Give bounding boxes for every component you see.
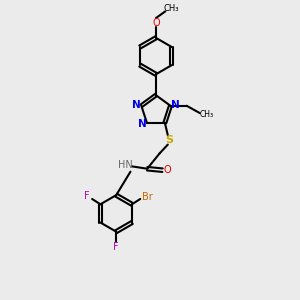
Text: F: F: [113, 242, 119, 252]
Text: S: S: [165, 135, 173, 145]
Text: CH₃: CH₃: [164, 4, 179, 13]
Text: O: O: [164, 165, 172, 175]
Text: N: N: [171, 100, 180, 110]
Text: N: N: [132, 100, 141, 110]
Text: Br: Br: [142, 192, 153, 202]
Text: N: N: [138, 119, 147, 129]
Text: O: O: [152, 17, 160, 28]
Text: F: F: [84, 191, 90, 201]
Text: HN: HN: [118, 160, 133, 170]
Text: CH₃: CH₃: [199, 110, 213, 119]
